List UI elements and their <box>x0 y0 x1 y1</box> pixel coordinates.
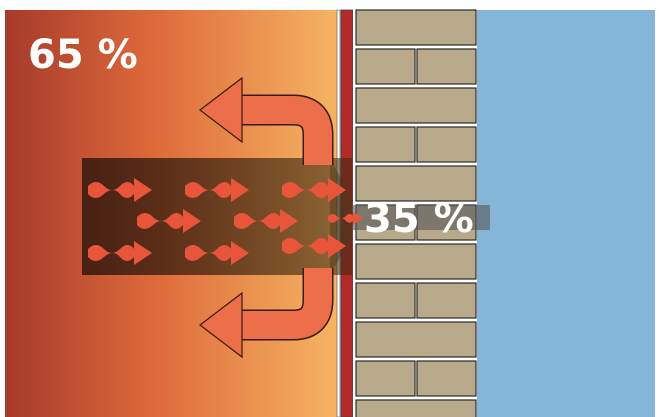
brick <box>416 360 477 397</box>
reflected-arrows <box>199 76 334 359</box>
brick <box>355 282 416 319</box>
inside-percent: 65 % <box>28 32 138 78</box>
brick <box>355 165 477 202</box>
cold-side <box>477 10 655 417</box>
brick <box>416 48 477 85</box>
brick <box>355 360 416 397</box>
outside-percent: 35 % <box>364 196 474 242</box>
brick <box>355 321 477 358</box>
heat-loss-band <box>352 205 490 230</box>
brick <box>416 126 477 163</box>
brick <box>355 9 477 46</box>
brick <box>416 282 477 319</box>
brick <box>355 126 416 163</box>
brick <box>355 87 477 124</box>
brick <box>355 48 416 85</box>
brick <box>355 399 477 417</box>
brick <box>355 243 477 280</box>
